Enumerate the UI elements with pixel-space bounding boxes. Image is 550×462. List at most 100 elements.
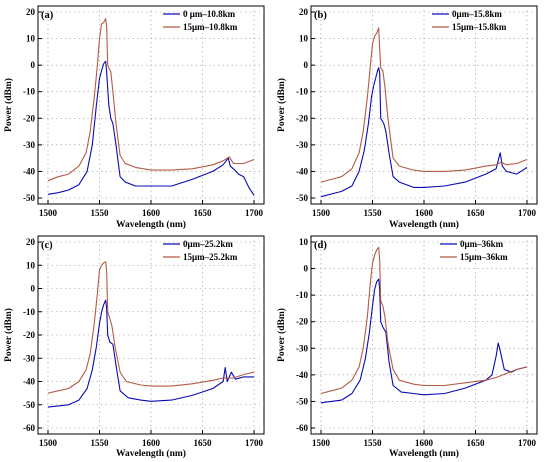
panel-label-c: (c) (41, 240, 53, 251)
panel-a: -50 -40 -30 -20 -10 0 10 20 1500 1550 1600 1650 170… (3, 5, 265, 230)
y-tick-label-c-1: -50 (23, 400, 35, 410)
series-lines-b (320, 27, 528, 198)
x-tick-label-c-3: 1650 (194, 438, 213, 448)
legend-label-series-2-c: 15μm–25.2km (183, 252, 238, 262)
x-tick-label-c-0: 1500 (39, 438, 58, 448)
y-tick-label-a-3: -20 (23, 113, 35, 123)
x-tick-label-c-1: 1550 (91, 438, 110, 448)
x-tick-label-b-3: 1650 (467, 208, 486, 218)
y-tick-label-c-7: 10 (26, 260, 36, 270)
x-axis-label-b: Wavelength (nm) (389, 219, 459, 230)
x-tick-label-a-3: 1650 (194, 208, 213, 218)
y-tick-label-c-6: 0 (31, 284, 36, 294)
series-line-1-c (47, 299, 254, 408)
y-tick-label-c-4: -20 (23, 330, 35, 340)
y-tick-label-a-6: 10 (26, 34, 36, 44)
y-tick-label-d-2: -40 (296, 370, 308, 380)
x-ticks-b: 1500 1550 1600 1650 1700 (312, 200, 537, 218)
series-lines-a (47, 18, 255, 196)
x-tick-label-d-2: 1600 (415, 438, 434, 448)
legend-b: 0μm–15.8km 15μm–15.8km (432, 9, 507, 32)
x-axis-label-d: Wavelength (nm) (389, 448, 459, 459)
y-tick-label-a-7: 20 (26, 7, 36, 17)
legend-label-series-1-d: 0μm–36km (460, 239, 504, 249)
panel-c: -60 -50 -40 -30 -20 -10 0 10 20 1500 1550 1600 1650… (3, 235, 265, 459)
x-ticks-c: 1500 1550 1600 1650 1700 (39, 430, 264, 448)
grid-d (311, 236, 537, 434)
y-ticks-a: -50 -40 -30 -20 -10 0 10 20 (23, 7, 42, 203)
y-axis-label-b: Power (dBm) (276, 78, 287, 132)
y-axis-label-a: Power (dBm) (3, 78, 14, 132)
panel-d: -60 -50 -40 -30 -20 -10 0 10 1500 1550 1600 1650 17… (276, 235, 538, 459)
x-tick-label-b-0: 1500 (312, 208, 331, 218)
y-tick-label-c-2: -40 (23, 377, 35, 387)
series-line-2-d (320, 246, 528, 395)
series-line-2-c (47, 261, 255, 394)
y-tick-label-c-8: 20 (26, 237, 36, 247)
y-tick-label-d-7: 10 (299, 237, 309, 247)
legend-label-series-2-b: 15μm–15.8km (452, 22, 507, 32)
y-tick-label-a-1: -40 (23, 166, 35, 176)
grid-c (38, 236, 264, 434)
y-tick-label-d-1: -50 (296, 396, 308, 406)
x-tick-label-b-4: 1700 (518, 208, 537, 218)
x-tick-label-a-4: 1700 (245, 208, 264, 218)
legend-a: 0 μm–10.8km 15μm–10.8km (163, 9, 238, 32)
x-ticks-d: 1500 1550 1600 1650 1700 (312, 430, 537, 448)
x-tick-label-b-1: 1550 (364, 208, 383, 218)
series-line-2-b (320, 27, 528, 183)
y-tick-label-b-1: -40 (296, 166, 308, 176)
x-tick-label-a-1: 1550 (91, 208, 110, 218)
y-tick-label-b-2: -30 (296, 140, 308, 150)
y-tick-label-b-0: -50 (296, 193, 308, 203)
y-tick-label-d-5: -10 (296, 290, 308, 300)
y-tick-label-a-5: 0 (31, 60, 36, 70)
y-tick-label-b-5: 0 (304, 60, 309, 70)
legend-label-series-1-a: 0 μm–10.8km (183, 9, 236, 19)
x-ticks-a: 1500 1550 1600 1650 1700 (39, 200, 264, 218)
y-tick-label-d-6: 0 (304, 264, 309, 274)
x-tick-label-d-3: 1650 (467, 438, 486, 448)
y-axis-label-c: Power (dBm) (3, 308, 14, 362)
series-line-1-b (320, 67, 528, 198)
y-tick-label-d-0: -60 (296, 423, 308, 433)
legend-label-series-2-a: 15μm–10.8km (183, 22, 238, 32)
x-axis-label-c: Wavelength (nm) (116, 448, 186, 459)
x-tick-label-d-0: 1500 (312, 438, 331, 448)
legend-label-series-2-d: 15μm–36km (460, 252, 508, 262)
y-tick-label-c-0: -60 (23, 423, 35, 433)
series-lines-c (47, 261, 255, 408)
y-tick-label-b-7: 20 (299, 7, 309, 17)
y-tick-label-c-5: -10 (23, 307, 35, 317)
y-tick-label-a-4: -10 (23, 87, 35, 97)
series-lines-d (320, 246, 528, 404)
y-tick-label-b-4: -10 (296, 87, 308, 97)
legend-label-series-1-b: 0μm–15.8km (452, 9, 502, 19)
legend-d: 0μm–36km 15μm–36km (440, 239, 508, 262)
panel-label-b: (b) (314, 10, 327, 21)
legend-label-series-1-c: 0μm–25.2km (183, 239, 233, 249)
grid-b (311, 6, 537, 204)
panel-label-a: (a) (41, 10, 54, 21)
y-tick-label-b-6: 10 (299, 34, 309, 44)
panel-b: -50 -40 -30 -20 -10 0 10 20 1500 1550 1600 1650 170… (276, 5, 538, 230)
y-tick-label-c-3: -30 (23, 353, 35, 363)
y-ticks-b: -50 -40 -30 -20 -10 0 10 20 (296, 7, 315, 203)
series-line-1-d (320, 278, 528, 404)
x-tick-label-a-2: 1600 (142, 208, 161, 218)
x-tick-label-b-2: 1600 (415, 208, 434, 218)
panel-label-d: (d) (314, 240, 327, 251)
x-tick-label-d-1: 1550 (364, 438, 383, 448)
x-tick-label-d-4: 1700 (518, 438, 537, 448)
x-axis-label-a: Wavelength (nm) (116, 219, 186, 230)
y-ticks-c: -60 -50 -40 -30 -20 -10 0 10 20 (23, 237, 42, 433)
x-tick-label-a-0: 1500 (39, 208, 58, 218)
series-line-2-a (47, 18, 255, 182)
y-tick-label-a-2: -30 (23, 140, 35, 150)
y-tick-label-d-3: -30 (296, 343, 308, 353)
y-tick-label-b-3: -20 (296, 113, 308, 123)
y-tick-label-a-0: -50 (23, 193, 35, 203)
x-tick-label-c-4: 1700 (245, 438, 264, 448)
y-ticks-d: -60 -50 -40 -30 -20 -10 0 10 (296, 237, 315, 433)
